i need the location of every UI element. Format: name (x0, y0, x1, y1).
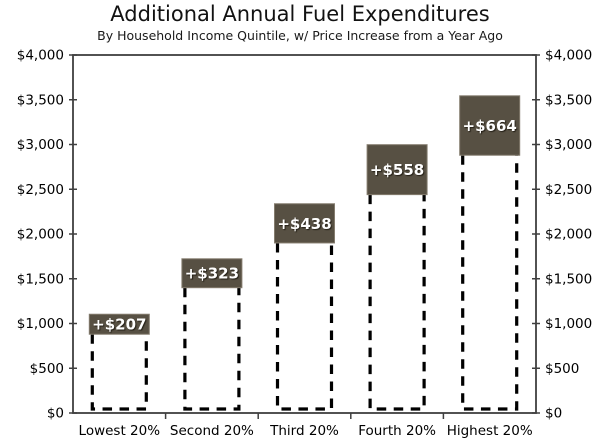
bar-dashed-outline (368, 194, 426, 411)
y-axis-label-right: $3,500 (545, 92, 592, 108)
x-category-label: Highest 20% (447, 423, 533, 439)
chart-subtitle: By Household Income Quintile, w/ Price I… (97, 28, 503, 43)
bar-increase-label: +$438 (277, 215, 331, 233)
y-axis-label-left: $2,500 (17, 182, 64, 198)
y-axis-label-right: $0 (545, 406, 562, 422)
bar-dashed-outline (461, 155, 519, 411)
bar-increase-label: +$664 (463, 117, 517, 135)
y-axis-label-left: $3,000 (17, 137, 64, 153)
y-axis-label-right: $3,000 (545, 137, 592, 153)
bar-increase-box (88, 313, 150, 335)
bar-dashed-outline (275, 242, 334, 411)
y-axis-label-right: $2,000 (545, 227, 592, 243)
x-category-label: Fourth 20% (358, 423, 436, 439)
y-axis-label-left: $3,500 (17, 92, 64, 108)
chart-title: Additional Annual Fuel Expenditures (110, 2, 490, 26)
bar-increase-box (459, 95, 521, 156)
bar-increase-label: +$207 (92, 316, 146, 334)
y-axis-label-right: $500 (545, 361, 579, 377)
y-axis-label-right: $1,500 (545, 271, 592, 287)
bar-increase-label: +$558 (370, 161, 424, 179)
y-axis-label-right: $2,500 (545, 182, 592, 198)
bar-dashed-outline (90, 334, 148, 411)
y-axis-label-right: $1,000 (545, 316, 592, 332)
y-axis-label-left: $1,000 (17, 316, 64, 332)
y-axis-label-left: $2,000 (17, 227, 64, 243)
y-axis-label-left: $500 (30, 361, 64, 377)
bar-increase-box (181, 258, 243, 289)
bar-increase-box (274, 203, 335, 244)
y-axis-label-left: $4,000 (17, 48, 64, 64)
bar-increase-label: +$323 (185, 265, 239, 283)
y-axis-label-left: $0 (47, 406, 64, 422)
bar-increase-box (366, 144, 428, 196)
y-axis-label-right: $4,000 (545, 48, 592, 64)
bar-dashed-outline (183, 287, 241, 411)
x-category-label: Third 20% (269, 423, 339, 439)
x-category-label: Lowest 20% (79, 423, 161, 439)
y-axis-label-left: $1,500 (17, 271, 64, 287)
x-category-label: Second 20% (170, 423, 254, 439)
